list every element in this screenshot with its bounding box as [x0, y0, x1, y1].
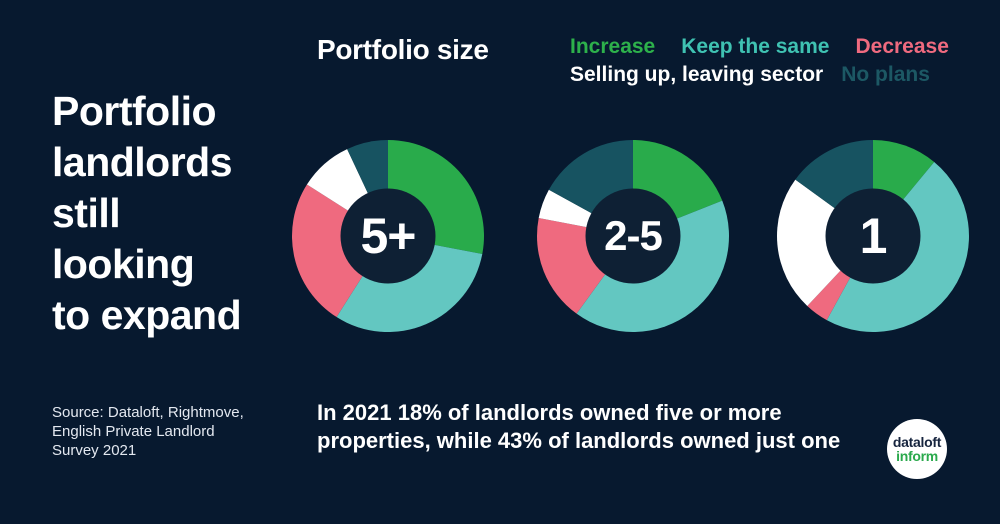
donut-center-label-5plus: 5+: [360, 208, 416, 264]
legend-item-increase: Increase: [570, 35, 656, 58]
legend-row-1: Increase Keep the same Decrease: [570, 33, 949, 61]
source-attribution: Source: Dataloft, Rightmove, English Pri…: [52, 403, 244, 460]
legend-item-selling-up: Selling up, leaving sector: [570, 63, 824, 86]
page-title-line: looking: [52, 241, 195, 287]
legend-item-keep-the-same: Keep the same: [681, 35, 830, 58]
source-line: English Private Landlord: [52, 423, 215, 440]
donut-chart-2to5: [537, 140, 729, 332]
chart-title: Portfolio size: [317, 34, 489, 65]
page-title-line: to expand: [52, 292, 242, 338]
page-title: Portfolio landlords still looking to exp…: [52, 86, 242, 341]
donut-center-label-2to5: 2-5: [604, 212, 663, 259]
summary-line: In 2021 18% of landlords owned five or m…: [317, 400, 782, 425]
donut-chart-5plus: [292, 140, 484, 332]
legend-item-no-plans: No plans: [841, 63, 930, 86]
donut-center-label-1: 1: [859, 208, 888, 264]
source-line: Source: Dataloft, Rightmove,: [52, 404, 244, 421]
page-title-line: Portfolio: [52, 88, 217, 134]
legend-item-decrease: Decrease: [855, 35, 949, 58]
summary-text: In 2021 18% of landlords owned five or m…: [317, 399, 840, 455]
legend-row-2: Selling up, leaving sector No plans: [570, 61, 949, 89]
source-line: Survey 2021: [52, 442, 137, 459]
logo-word-dataloft: dataloft: [892, 434, 942, 450]
chart-legend: Increase Keep the same Decrease Selling …: [570, 33, 949, 89]
dataloft-inform-logo: dataloft inform: [887, 419, 947, 479]
summary-line: properties, while 43% of landlords owned…: [317, 428, 841, 453]
page-title-line: landlords: [52, 139, 233, 185]
logo-word-inform: inform: [896, 448, 938, 464]
donut-chart-1: [777, 140, 969, 333]
page-title-line: still: [52, 190, 121, 236]
